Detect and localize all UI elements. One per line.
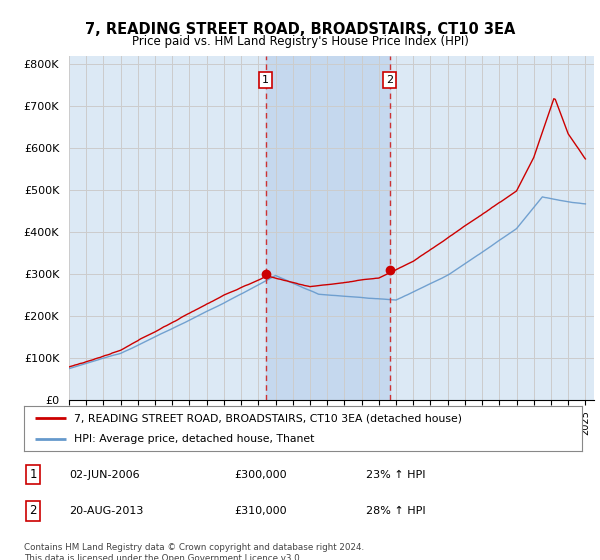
Text: 2: 2 — [386, 75, 393, 85]
Text: £310,000: £310,000 — [234, 506, 287, 516]
Bar — [266, 56, 389, 400]
Text: 20-AUG-2013: 20-AUG-2013 — [69, 506, 143, 516]
Text: 7, READING STREET ROAD, BROADSTAIRS, CT10 3EA: 7, READING STREET ROAD, BROADSTAIRS, CT1… — [85, 22, 515, 38]
Text: 28% ↑ HPI: 28% ↑ HPI — [366, 506, 425, 516]
Text: 2: 2 — [29, 505, 37, 517]
Text: HPI: Average price, detached house, Thanet: HPI: Average price, detached house, Than… — [74, 433, 314, 444]
Text: Contains HM Land Registry data © Crown copyright and database right 2024.
This d: Contains HM Land Registry data © Crown c… — [24, 543, 364, 560]
Text: Price paid vs. HM Land Registry's House Price Index (HPI): Price paid vs. HM Land Registry's House … — [131, 35, 469, 48]
Text: 1: 1 — [29, 468, 37, 481]
Text: 23% ↑ HPI: 23% ↑ HPI — [366, 470, 425, 479]
Text: 02-JUN-2006: 02-JUN-2006 — [69, 470, 140, 479]
Text: 1: 1 — [262, 75, 269, 85]
Text: 7, READING STREET ROAD, BROADSTAIRS, CT10 3EA (detached house): 7, READING STREET ROAD, BROADSTAIRS, CT1… — [74, 413, 462, 423]
Text: £300,000: £300,000 — [234, 470, 287, 479]
